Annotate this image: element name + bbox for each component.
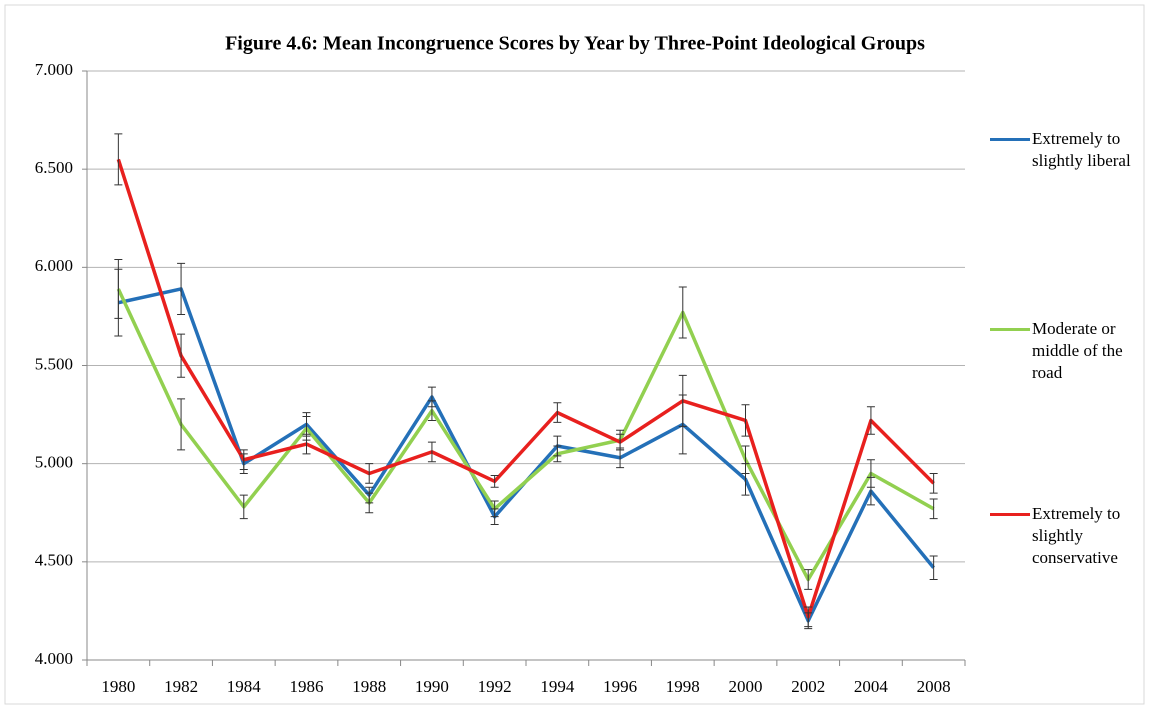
y-tick-label: 4.500 bbox=[35, 551, 73, 570]
legend-label: Moderate or middle of the road bbox=[1032, 319, 1123, 382]
error-bar bbox=[365, 463, 374, 484]
error-bar bbox=[929, 555, 938, 581]
error-bar bbox=[929, 498, 938, 520]
x-tick-label: 1998 bbox=[666, 677, 700, 696]
x-tick-label: 1980 bbox=[101, 677, 135, 696]
error-bar bbox=[365, 492, 374, 514]
error-bar bbox=[866, 459, 875, 488]
error-bar bbox=[177, 333, 186, 378]
error-bar bbox=[490, 474, 499, 488]
chart-title: Figure 4.6: Mean Incongruence Scores by … bbox=[225, 33, 925, 55]
error-bar bbox=[678, 286, 687, 339]
error-bar bbox=[490, 500, 499, 518]
error-bar bbox=[678, 374, 687, 427]
error-bar bbox=[741, 404, 750, 437]
x-tick-label: 1992 bbox=[478, 677, 512, 696]
legend-item: Extremely to slightly liberal bbox=[990, 128, 1149, 172]
error-bar bbox=[114, 133, 123, 186]
x-tick-label: 1994 bbox=[540, 677, 575, 696]
error-bar bbox=[804, 606, 813, 628]
error-bar bbox=[427, 441, 436, 463]
x-tick-label: 2008 bbox=[917, 677, 951, 696]
x-tick-label: 2002 bbox=[791, 677, 825, 696]
x-tick-label: 1982 bbox=[164, 677, 198, 696]
y-tick-label: 4.000 bbox=[35, 649, 73, 668]
error-bar bbox=[177, 398, 186, 451]
x-tick-label: 1986 bbox=[290, 677, 324, 696]
legend-label: Extremely to slightly conservative bbox=[1032, 504, 1121, 567]
error-bar bbox=[177, 262, 186, 315]
legend-swatch bbox=[990, 138, 1030, 141]
error-bar bbox=[929, 472, 938, 494]
error-bar bbox=[553, 445, 562, 463]
legend-item: Extremely to slightly conservative bbox=[990, 503, 1149, 569]
x-tick-label: 1990 bbox=[415, 677, 449, 696]
legend-swatch bbox=[990, 328, 1030, 331]
x-tick-label: 1988 bbox=[352, 677, 386, 696]
y-tick-label: 5.000 bbox=[35, 453, 73, 472]
y-tick-label: 6.500 bbox=[35, 158, 73, 177]
error-bar bbox=[804, 569, 813, 590]
x-tick-label: 1996 bbox=[603, 677, 637, 696]
y-tick-label: 5.500 bbox=[35, 354, 73, 373]
y-tick-label: 7.000 bbox=[35, 60, 73, 79]
error-bar bbox=[866, 406, 875, 435]
error-bar bbox=[741, 445, 750, 474]
legend-item: Moderate or middle of the road bbox=[990, 318, 1149, 384]
error-bar bbox=[302, 433, 311, 455]
error-bar bbox=[616, 433, 625, 451]
error-bar bbox=[114, 258, 123, 319]
x-tick-label: 2004 bbox=[854, 677, 889, 696]
error-bar bbox=[553, 402, 562, 423]
chart-frame bbox=[4, 4, 1145, 705]
series-line bbox=[116, 158, 935, 619]
error-bar bbox=[427, 400, 436, 421]
x-tick-label: 2000 bbox=[729, 677, 763, 696]
error-bar bbox=[239, 494, 248, 520]
error-bar bbox=[239, 449, 248, 471]
x-tick-label: 1984 bbox=[227, 677, 262, 696]
y-tick-label: 6.000 bbox=[35, 256, 73, 275]
legend-label: Extremely to slightly liberal bbox=[1032, 129, 1131, 170]
legend-swatch bbox=[990, 513, 1030, 516]
series-line bbox=[116, 288, 935, 582]
